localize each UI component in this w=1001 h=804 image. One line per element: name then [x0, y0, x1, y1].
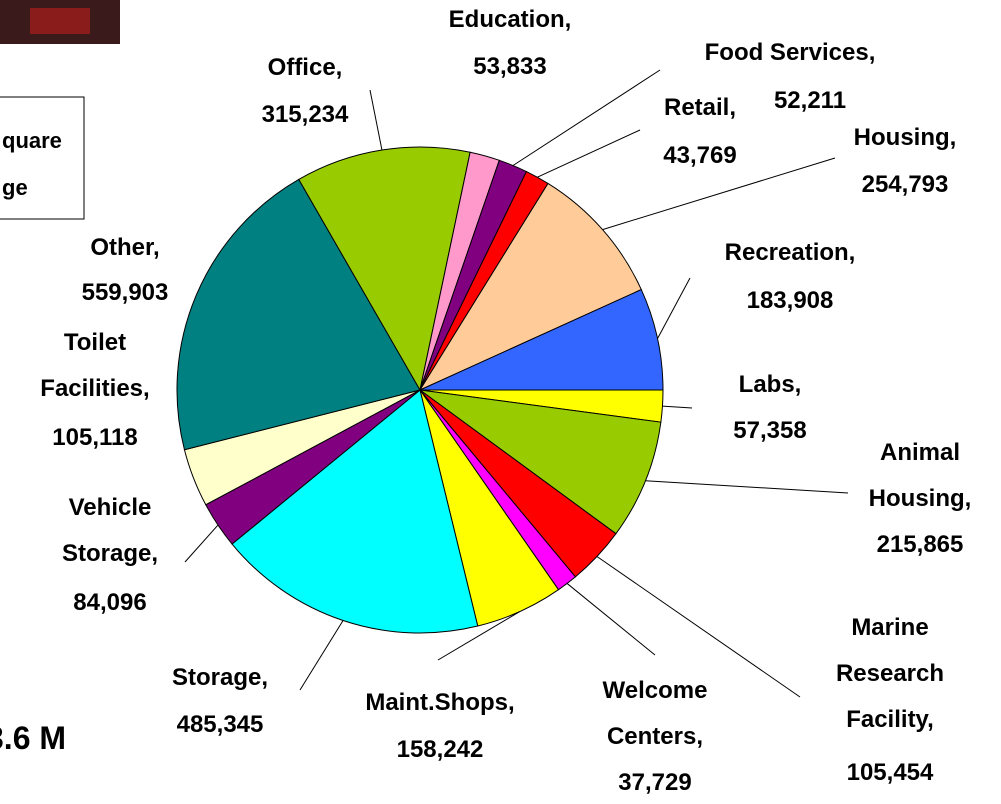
slice-label: Education,: [410, 0, 610, 43]
photo-detail: [30, 8, 90, 34]
slice-value: 254,793: [835, 162, 975, 208]
slice-label: Labs,: [710, 362, 830, 408]
slice-value: 559,903: [65, 270, 185, 316]
slice-label: Maint.Shops,: [340, 680, 540, 726]
total-label: 3.6 M: [0, 720, 66, 757]
slice-label: Food Services,: [670, 30, 910, 76]
slice-label: Marine Research Facility,: [815, 605, 965, 743]
leader-line: [300, 620, 343, 690]
slice-value: 158,242: [340, 727, 540, 773]
box-text: quare: [2, 128, 62, 154]
leader-line: [662, 406, 692, 408]
slide: quare ge 3.6 M Labs,57,358 Animal Housing…: [0, 0, 1001, 804]
leader-line: [645, 481, 848, 493]
slice-value: 37,729: [585, 760, 725, 804]
slice-label: Office,: [235, 45, 375, 91]
slice-value: 84,096: [30, 580, 190, 626]
slice-value: 215,865: [850, 522, 990, 568]
box-text: ge: [2, 175, 28, 201]
slice-value: 485,345: [140, 702, 300, 748]
slice-value: 105,118: [15, 415, 175, 461]
leader-line: [537, 130, 640, 177]
slice-label: Toilet Facilities,: [15, 320, 175, 412]
slice-value: 43,769: [645, 133, 755, 179]
leader-line: [567, 583, 655, 655]
slice-value: 105,454: [815, 750, 965, 796]
slice-label: Vehicle Storage,: [30, 485, 190, 577]
slice-label: Other,: [65, 225, 185, 271]
slice-value: 183,908: [695, 278, 885, 324]
slice-label: Animal Housing,: [850, 430, 990, 522]
slice-label: Housing,: [835, 115, 975, 161]
slice-label: Retail,: [645, 85, 755, 131]
slice-label: Welcome Centers,: [585, 668, 725, 760]
slice-label: Recreation,: [695, 230, 885, 276]
slice-value: 53,833: [410, 44, 610, 90]
slice-value: 315,234: [235, 92, 375, 138]
slice-label: Storage,: [140, 655, 300, 701]
leader-line: [658, 278, 690, 339]
slice-value: 57,358: [710, 408, 830, 454]
